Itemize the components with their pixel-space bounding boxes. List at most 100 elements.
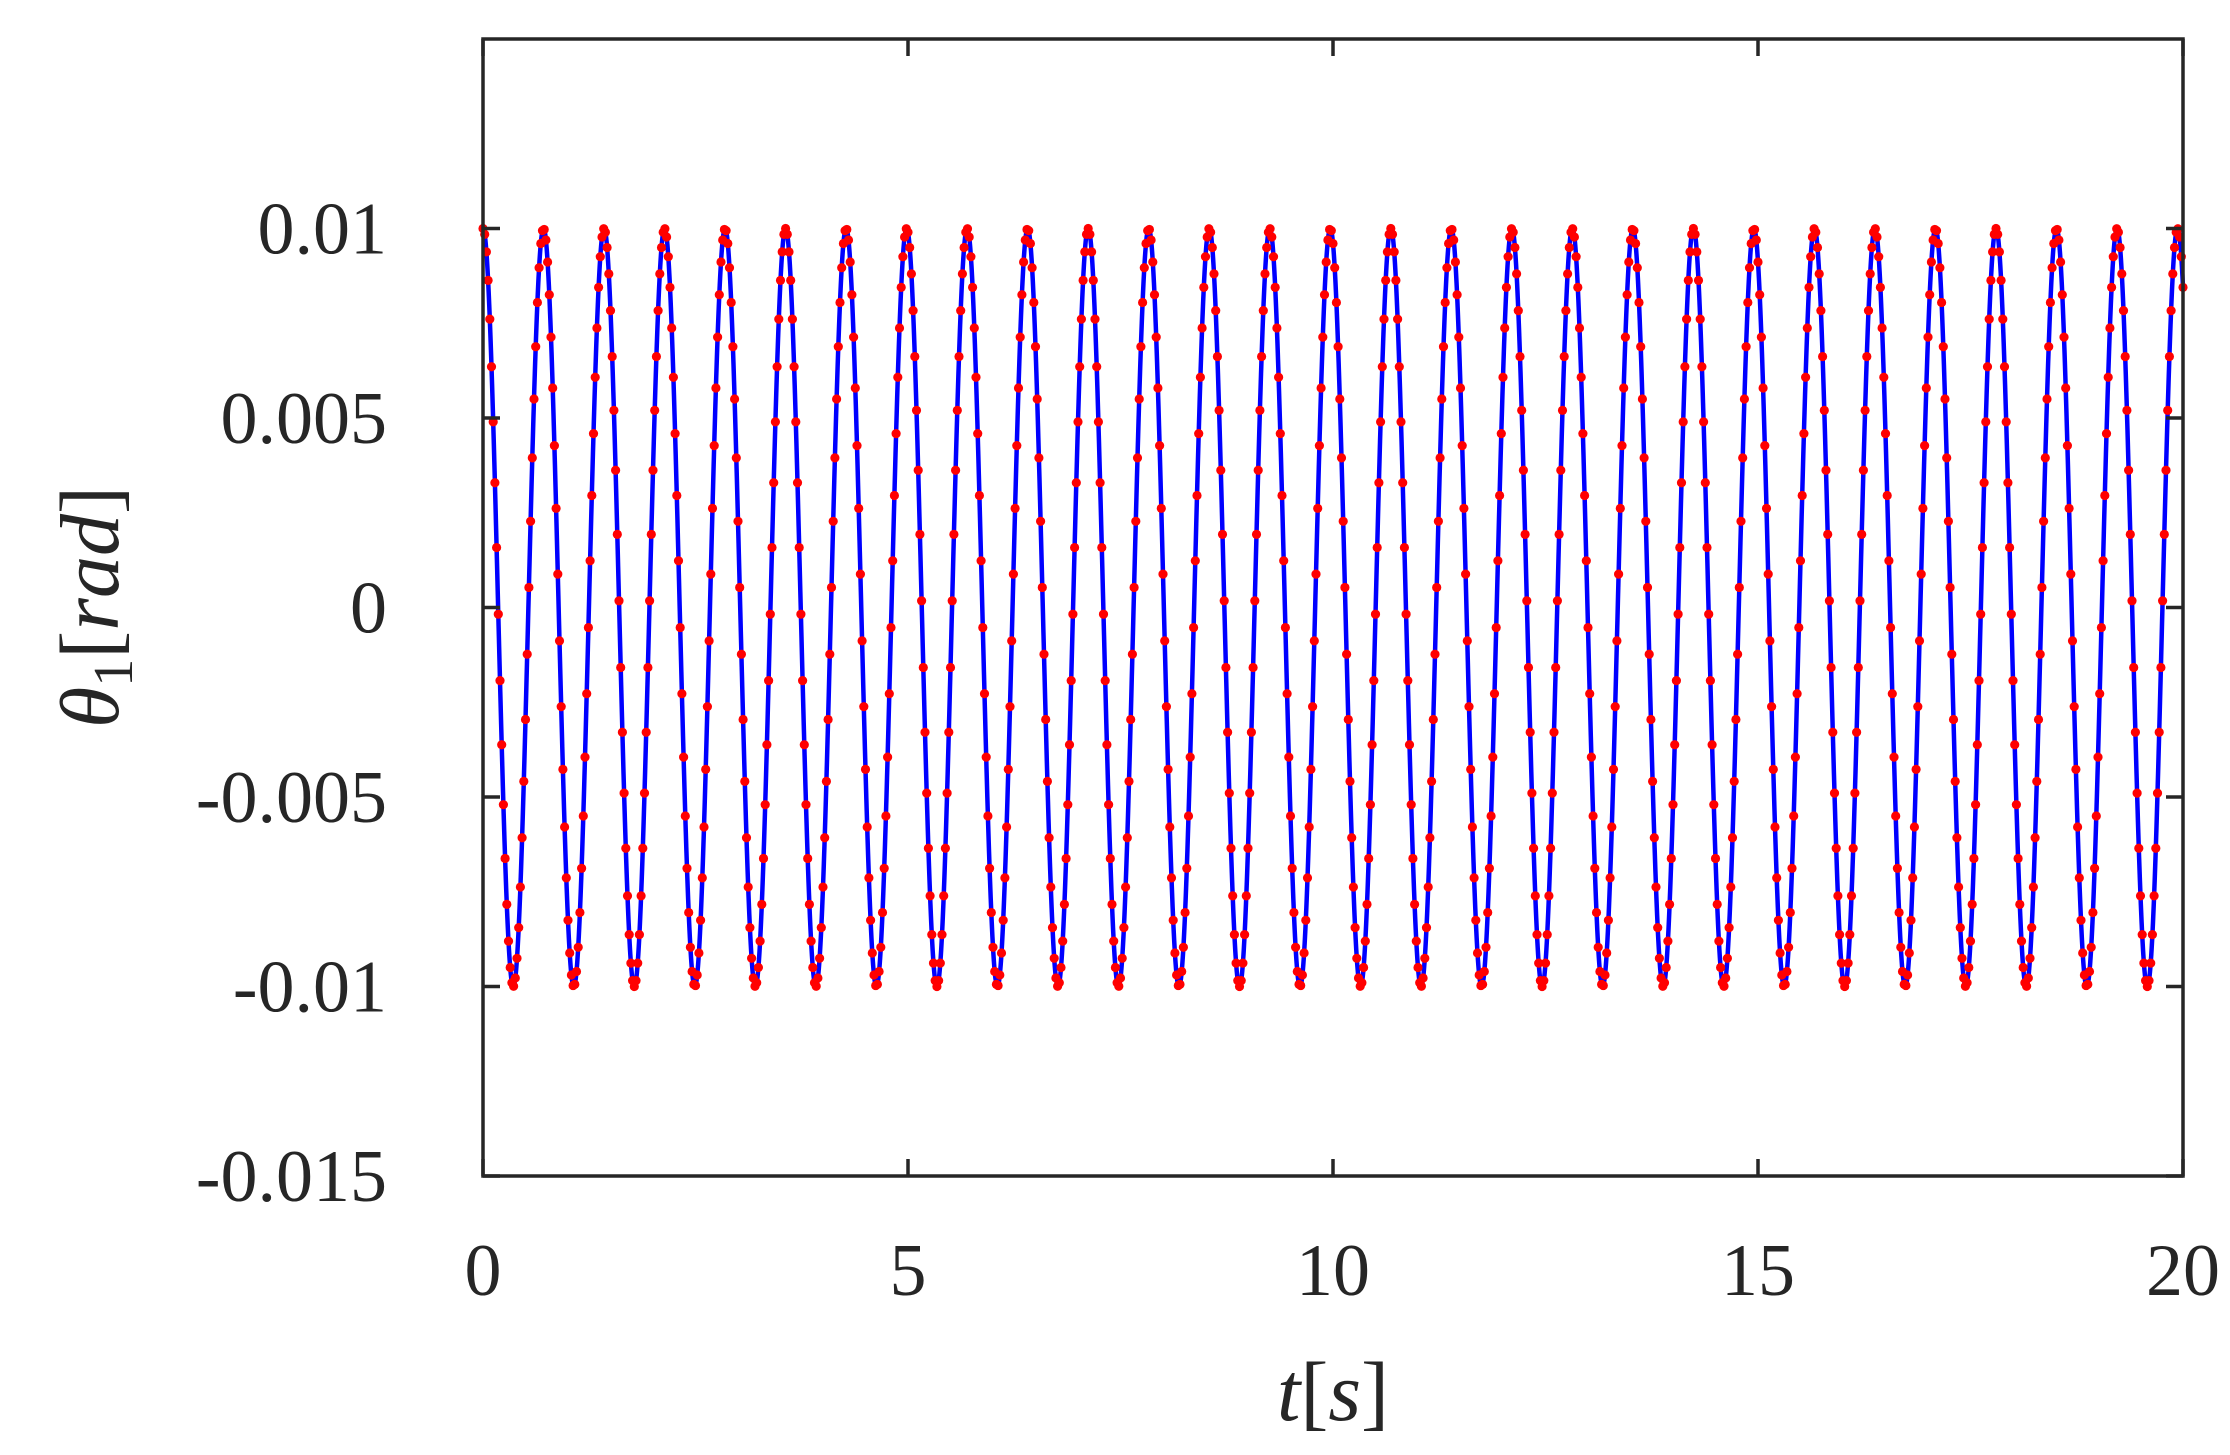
data-point [1027, 263, 1037, 273]
data-point [1614, 569, 1624, 579]
data-point [760, 800, 770, 810]
data-point [1109, 936, 1119, 946]
data-point [2105, 323, 2115, 333]
data-point [979, 689, 990, 699]
data-point [544, 290, 554, 300]
data-point [794, 542, 804, 553]
data-point [1015, 332, 1025, 342]
data-point [847, 290, 857, 300]
data-point [1219, 596, 1229, 606]
data-point [1576, 372, 1586, 382]
data-point [1608, 764, 1619, 774]
data-point [1299, 948, 1309, 958]
data-point [594, 282, 604, 292]
data-point [1469, 873, 1479, 883]
data-point [1382, 247, 1392, 257]
data-point [655, 269, 665, 279]
data-point [1801, 372, 1811, 382]
data-point [731, 453, 741, 463]
data-point [1037, 582, 1047, 593]
data-point [826, 582, 837, 593]
data-point [1377, 362, 1387, 372]
data-point [1464, 702, 1474, 712]
data-point [1716, 962, 1726, 973]
data-point [1401, 609, 1411, 619]
data-point [497, 740, 507, 750]
data-point [1753, 257, 1763, 267]
data-point [860, 764, 871, 774]
data-point [612, 529, 622, 539]
data-point [755, 936, 765, 946]
data-point [804, 899, 815, 910]
data-point [580, 752, 590, 762]
data-point [1993, 229, 2003, 239]
data-point [796, 609, 806, 619]
data-point [1064, 740, 1075, 750]
data-point [1369, 676, 1379, 686]
data-point [906, 269, 917, 279]
data-point [1624, 257, 1634, 267]
data-point [1061, 853, 1071, 864]
data-point [888, 556, 898, 566]
data-point [1364, 853, 1374, 864]
data-point [1216, 465, 1226, 475]
data-point [1039, 649, 1049, 659]
data-point [1967, 899, 1977, 910]
data-point [905, 242, 915, 253]
data-point [842, 224, 852, 235]
data-point [1977, 542, 1987, 553]
data-point [1365, 800, 1375, 810]
data-point [1654, 953, 1664, 963]
data-point [1870, 224, 1880, 234]
data-point [1461, 569, 1471, 579]
data-point [1841, 976, 1851, 986]
data-point [1248, 662, 1258, 673]
data-point [638, 843, 648, 853]
data-point [1478, 979, 1488, 989]
data-point [1110, 962, 1120, 973]
data-point [1705, 676, 1715, 686]
data-point [1853, 662, 1863, 673]
data-point [1971, 800, 1981, 810]
data-point [1598, 980, 1608, 991]
data-point [2001, 417, 2011, 427]
data-point [2098, 556, 2108, 566]
data-point [1602, 948, 1612, 958]
data-point [825, 649, 835, 659]
data-point [1761, 503, 1772, 513]
data-point [508, 981, 519, 991]
data-point [1457, 441, 1467, 451]
data-point [2168, 269, 2178, 279]
data-point [944, 727, 954, 737]
data-point [643, 662, 653, 673]
data-point [2023, 973, 2033, 983]
data-point [886, 622, 896, 633]
data-point [2022, 981, 2032, 991]
data-point [2059, 332, 2069, 342]
data-point [1330, 263, 1340, 273]
data-point [884, 689, 894, 699]
data-point [1160, 636, 1170, 646]
data-point [1581, 556, 1591, 566]
data-point [1501, 282, 1511, 292]
data-point [1214, 405, 1224, 415]
data-point [1430, 649, 1440, 659]
data-point [1865, 269, 1875, 279]
data-point [554, 636, 565, 646]
data-point [803, 853, 813, 864]
data-point [988, 942, 998, 952]
data-point [855, 569, 866, 579]
data-point [1068, 609, 1078, 619]
data-point [1335, 394, 1345, 404]
data-point [1979, 478, 1989, 488]
data-point [522, 649, 532, 659]
data-point [634, 930, 645, 940]
data-point [556, 702, 566, 712]
data-point [813, 973, 823, 983]
data-point [1831, 843, 1841, 853]
data-point [1195, 372, 1205, 382]
data-point [867, 948, 877, 958]
data-point [1770, 822, 1780, 832]
data-point [2006, 609, 2016, 619]
data-point [673, 556, 684, 566]
